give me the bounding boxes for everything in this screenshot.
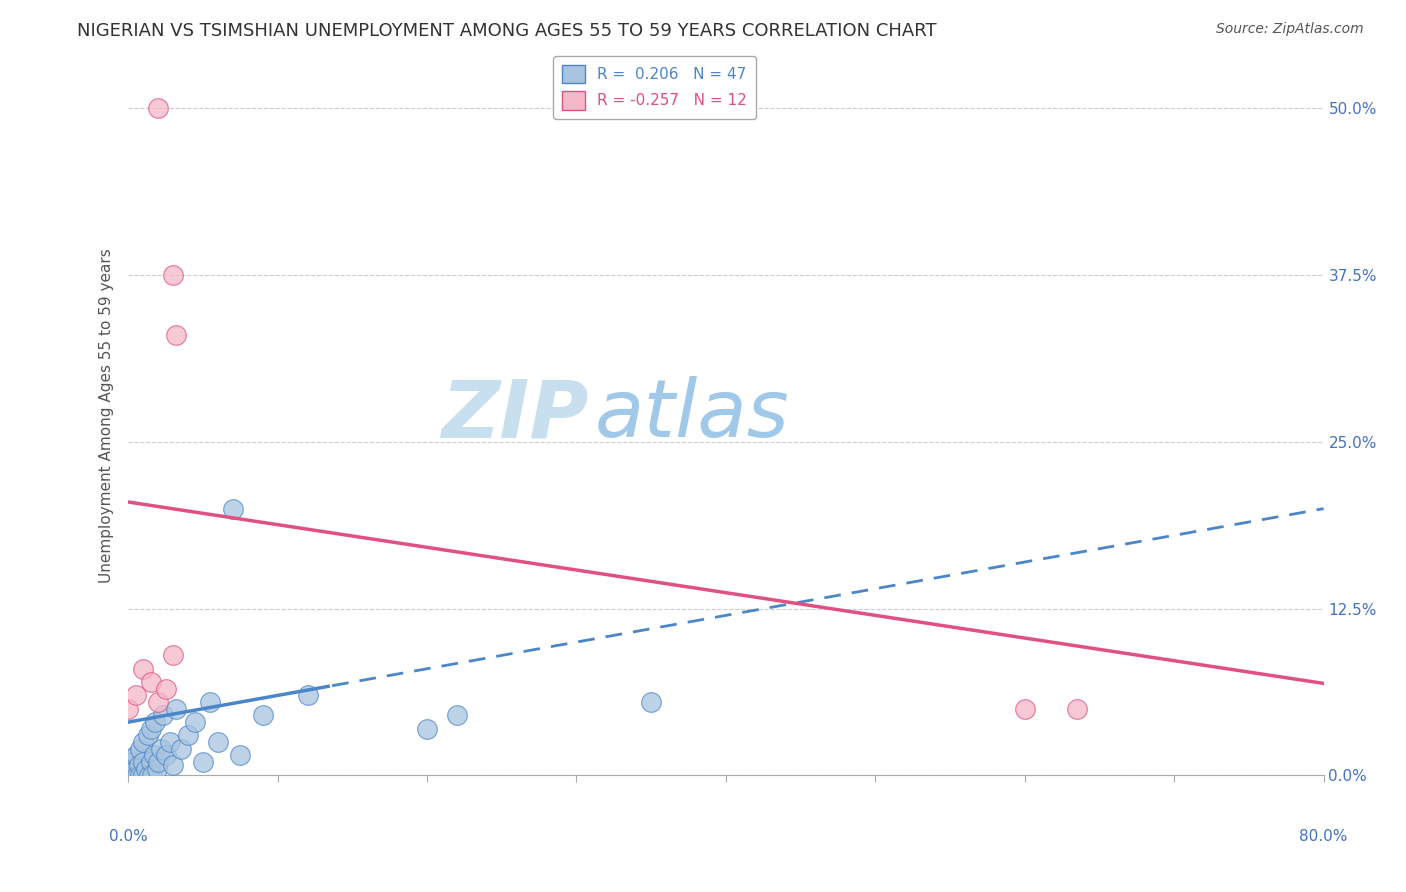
Point bbox=[165, 702, 187, 716]
Point bbox=[132, 755, 155, 769]
Point bbox=[207, 735, 229, 749]
Point bbox=[416, 722, 439, 736]
Point bbox=[121, 764, 143, 779]
Point bbox=[125, 689, 148, 703]
Text: atlas: atlas bbox=[595, 376, 789, 454]
Point bbox=[191, 755, 214, 769]
Point bbox=[117, 757, 139, 772]
Point bbox=[1014, 702, 1036, 716]
Point bbox=[125, 762, 148, 776]
Point bbox=[141, 768, 163, 782]
Point bbox=[146, 755, 169, 769]
Point bbox=[143, 715, 166, 730]
Point bbox=[145, 762, 167, 776]
Point bbox=[162, 268, 184, 283]
Point bbox=[121, 755, 143, 769]
Point bbox=[155, 748, 177, 763]
Point bbox=[117, 762, 139, 776]
Point bbox=[127, 768, 149, 782]
Point bbox=[177, 728, 200, 742]
Text: 80.0%: 80.0% bbox=[1299, 829, 1348, 844]
Point bbox=[139, 722, 162, 736]
Point bbox=[200, 695, 222, 709]
Text: 0.0%: 0.0% bbox=[108, 829, 148, 844]
Point bbox=[184, 715, 207, 730]
Point bbox=[159, 735, 181, 749]
Point bbox=[169, 741, 191, 756]
Point bbox=[229, 748, 252, 763]
Point bbox=[150, 741, 173, 756]
Point bbox=[135, 762, 157, 776]
Point bbox=[129, 741, 152, 756]
Point bbox=[252, 708, 274, 723]
Point bbox=[120, 768, 142, 782]
Point bbox=[117, 752, 139, 766]
Point bbox=[125, 748, 148, 763]
Point bbox=[146, 695, 169, 709]
Point bbox=[132, 768, 155, 782]
Point bbox=[136, 728, 159, 742]
Point bbox=[132, 662, 155, 676]
Text: ZIP: ZIP bbox=[441, 376, 589, 454]
Point bbox=[640, 695, 662, 709]
Point bbox=[155, 681, 177, 696]
Point bbox=[142, 748, 165, 763]
Point bbox=[297, 689, 319, 703]
Y-axis label: Unemployment Among Ages 55 to 59 years: Unemployment Among Ages 55 to 59 years bbox=[100, 248, 114, 582]
Point bbox=[162, 648, 184, 663]
Point bbox=[446, 708, 468, 723]
Point bbox=[162, 757, 184, 772]
Point bbox=[165, 328, 187, 343]
Point bbox=[152, 708, 174, 723]
Point bbox=[146, 102, 169, 116]
Point bbox=[117, 765, 139, 780]
Text: Source: ZipAtlas.com: Source: ZipAtlas.com bbox=[1216, 22, 1364, 37]
Point bbox=[128, 757, 150, 772]
Point bbox=[117, 702, 139, 716]
Legend: R =  0.206   N = 47, R = -0.257   N = 12: R = 0.206 N = 47, R = -0.257 N = 12 bbox=[553, 55, 756, 119]
Point bbox=[122, 768, 145, 782]
Text: NIGERIAN VS TSIMSHIAN UNEMPLOYMENT AMONG AGES 55 TO 59 YEARS CORRELATION CHART: NIGERIAN VS TSIMSHIAN UNEMPLOYMENT AMONG… bbox=[77, 22, 936, 40]
Point bbox=[138, 768, 160, 782]
Point bbox=[129, 768, 152, 782]
Point bbox=[222, 501, 245, 516]
Point bbox=[139, 675, 162, 690]
Point bbox=[139, 755, 162, 769]
Point bbox=[117, 768, 139, 782]
Point bbox=[132, 735, 155, 749]
Point bbox=[1066, 702, 1088, 716]
